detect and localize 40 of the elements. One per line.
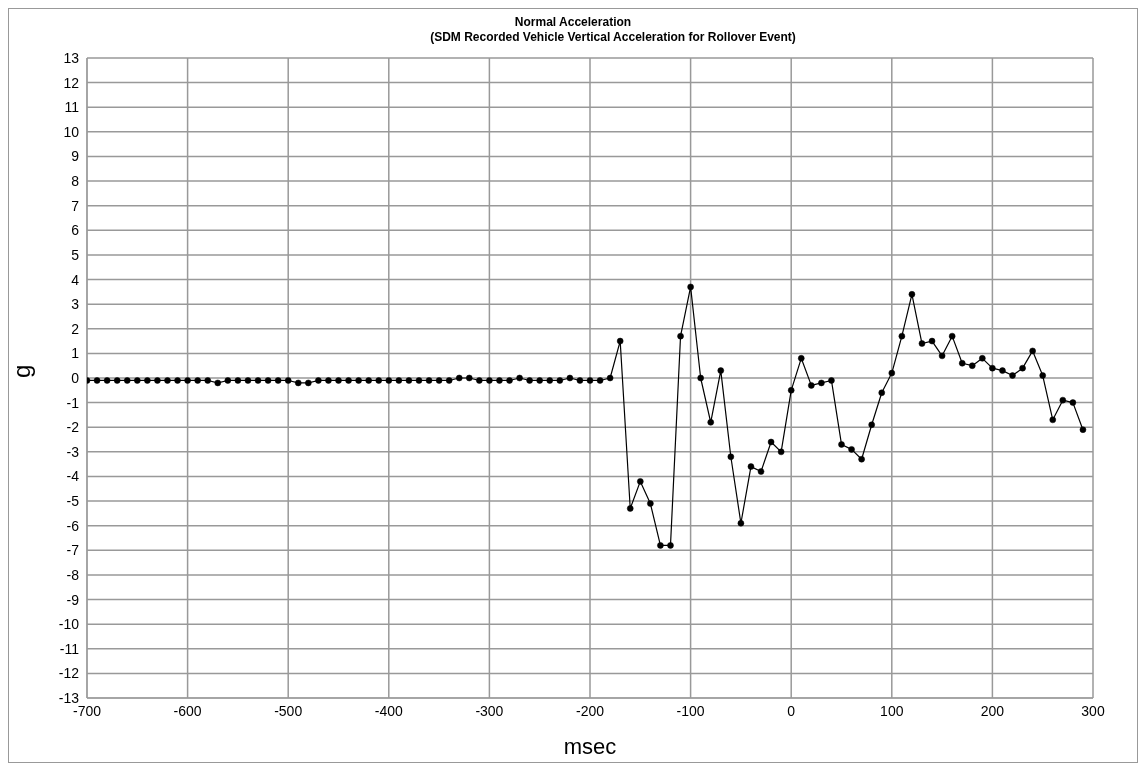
y-tick-label: 10: [63, 123, 80, 140]
y-tick-label: -9: [66, 591, 80, 608]
x-axis-title: msec: [563, 734, 617, 759]
y-tick-label: -8: [66, 566, 80, 583]
y-tick-label: -3: [66, 443, 80, 460]
y-tick-label: 11: [64, 99, 80, 116]
y-tick-label: -10: [58, 616, 80, 633]
x-tick-label: -400: [374, 702, 404, 719]
x-tick-label: 200: [980, 702, 1005, 719]
y-tick-label: -7: [66, 542, 80, 559]
y-tick-label: 5: [71, 246, 80, 263]
x-tick-label: -500: [274, 702, 303, 719]
y-tick-label: -6: [66, 517, 80, 534]
y-tick-label: -2: [66, 419, 80, 436]
y-axis-title: g: [7, 364, 35, 378]
y-tick-label: 7: [71, 197, 80, 214]
y-tick-label: 1: [71, 345, 80, 362]
y-tick-label: 12: [63, 74, 80, 91]
y-tick-label: 3: [71, 296, 80, 313]
y-tick-label: -5: [66, 493, 80, 510]
y-tick-label: 13: [63, 49, 80, 66]
x-tick-label: -100: [676, 702, 705, 719]
y-tick-label: -11: [59, 640, 80, 657]
y-tick-label: -4: [66, 468, 80, 485]
x-tick-label: 0: [787, 702, 796, 719]
y-tick-label: 9: [71, 148, 80, 165]
y-tick-label: 4: [71, 271, 80, 288]
x-tick-label: -600: [173, 702, 202, 719]
y-tick-label: 8: [71, 173, 80, 190]
x-tick-label: -300: [475, 702, 504, 719]
y-tick-label: 0: [71, 369, 80, 386]
chart-title: Normal Acceleration: [513, 15, 633, 30]
chart-subtitle: (SDM Recorded Vehicle Vertical Acceleration for Rollover Event): [429, 30, 797, 45]
x-tick-label: 100: [880, 702, 904, 719]
y-tick-label: -1: [66, 394, 80, 411]
y-tick-label: -12: [58, 665, 80, 682]
x-tick-label: -200: [575, 702, 605, 719]
x-tick-label: 300: [1081, 702, 1105, 719]
y-tick-label: 6: [71, 222, 80, 239]
y-tick-label: 2: [71, 320, 80, 337]
